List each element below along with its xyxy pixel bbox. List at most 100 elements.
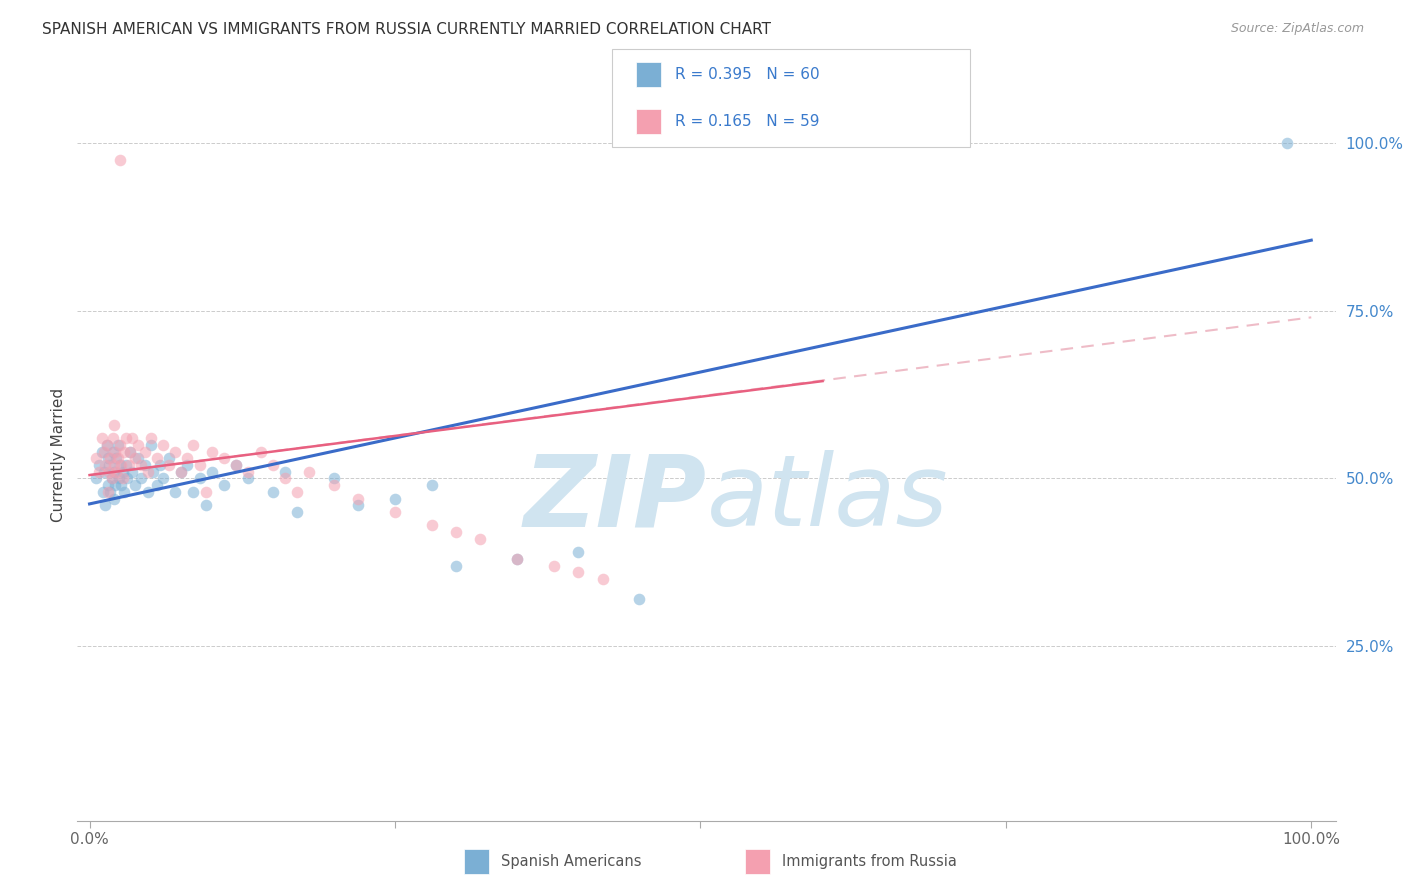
Point [212, 451, 235, 466]
Point [194, 484, 217, 499]
Point [94, 458, 117, 472]
Point [110, 478, 132, 492]
Point [134, 444, 156, 458]
Point [347, 498, 370, 512]
Point [108, 458, 131, 472]
Point [157, 458, 180, 472]
Point [103, 417, 125, 432]
Point [152, 438, 174, 452]
Point [274, 465, 297, 479]
Text: Immigrants from Russia: Immigrants from Russia [782, 855, 956, 869]
Point [90, 431, 112, 445]
Point [91, 484, 114, 499]
Point [98, 484, 121, 499]
Point [117, 471, 139, 485]
Point [149, 458, 172, 472]
Point [112, 484, 135, 499]
Point [108, 471, 131, 485]
Point [96, 438, 118, 452]
Point [420, 478, 443, 492]
Point [104, 444, 127, 458]
Point [145, 451, 167, 466]
Text: ZIP: ZIP [523, 450, 707, 548]
Point [136, 484, 159, 499]
Point [94, 498, 117, 512]
Point [103, 491, 125, 506]
Point [285, 505, 308, 519]
Point [103, 458, 125, 472]
Point [183, 438, 205, 452]
Point [111, 465, 134, 479]
Point [136, 465, 159, 479]
Point [107, 438, 129, 452]
Point [97, 484, 120, 499]
Point [89, 458, 111, 472]
Point [249, 444, 271, 458]
Point [134, 458, 156, 472]
Point [444, 558, 467, 573]
Point [117, 458, 139, 472]
Point [124, 478, 146, 492]
Point [567, 545, 589, 559]
Point [225, 458, 247, 472]
Point [111, 471, 134, 485]
Point [115, 431, 138, 445]
Point [97, 451, 120, 466]
Point [127, 438, 149, 452]
Point [285, 484, 308, 499]
Point [98, 451, 121, 466]
Point [84, 471, 107, 485]
Point [201, 465, 224, 479]
Point [93, 465, 115, 479]
Point [322, 471, 344, 485]
Point [107, 451, 129, 466]
Point [101, 444, 124, 458]
Text: Spanish Americans: Spanish Americans [501, 855, 641, 869]
Point [176, 458, 198, 472]
Text: R = 0.165   N = 59: R = 0.165 N = 59 [675, 114, 820, 128]
Point [1275, 136, 1298, 150]
Point [420, 518, 443, 533]
Point [98, 458, 121, 472]
Point [93, 444, 115, 458]
Y-axis label: Currently Married: Currently Married [51, 388, 66, 522]
Point [129, 471, 152, 485]
Text: R = 0.395   N = 60: R = 0.395 N = 60 [675, 68, 820, 82]
Point [444, 525, 467, 540]
Point [101, 431, 124, 445]
Point [188, 458, 211, 472]
Point [121, 431, 143, 445]
Point [470, 532, 492, 546]
Point [89, 465, 111, 479]
Point [127, 451, 149, 466]
Point [188, 471, 211, 485]
Point [139, 431, 162, 445]
Point [152, 471, 174, 485]
Point [118, 444, 141, 458]
Point [592, 572, 614, 586]
Point [115, 458, 138, 472]
Point [322, 478, 344, 492]
Point [212, 478, 235, 492]
Point [100, 471, 122, 485]
Point [176, 451, 198, 466]
Point [97, 478, 120, 492]
Point [183, 484, 205, 499]
Point [506, 552, 529, 566]
Point [298, 465, 321, 479]
Point [384, 505, 406, 519]
Point [105, 451, 128, 466]
Point [170, 465, 193, 479]
Point [194, 498, 217, 512]
Point [112, 444, 135, 458]
Point [201, 444, 224, 458]
Point [628, 592, 651, 607]
Point [124, 451, 146, 466]
Point [103, 465, 125, 479]
Point [262, 484, 284, 499]
Point [129, 458, 152, 472]
Point [139, 438, 162, 452]
Point [96, 438, 118, 452]
Point [121, 465, 143, 479]
Point [238, 471, 260, 485]
